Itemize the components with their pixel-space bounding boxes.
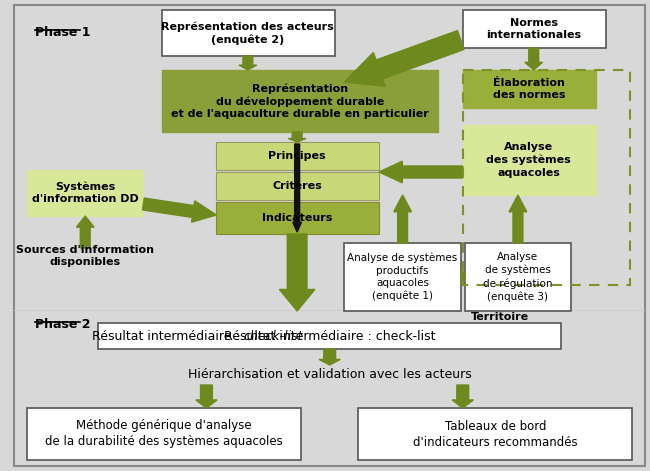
Polygon shape [509,195,527,243]
Polygon shape [288,132,306,142]
Text: Normes
internationales: Normes internationales [486,18,581,40]
FancyBboxPatch shape [463,70,596,108]
Text: Principes: Principes [268,151,326,161]
Polygon shape [142,198,216,222]
Polygon shape [319,349,341,365]
FancyBboxPatch shape [14,5,645,466]
Text: Indicateurs: Indicateurs [262,213,332,223]
Text: Résultat intermédiaire :: Résultat intermédiaire : [92,330,244,342]
Polygon shape [461,268,465,286]
FancyBboxPatch shape [27,170,144,216]
Text: Phase 2: Phase 2 [35,318,90,331]
Text: Sources d'information
disponibles: Sources d'information disponibles [16,245,154,267]
Text: Méthode générique d'analyse
de la durabilité des systèmes aquacoles: Méthode générique d'analyse de la durabi… [46,420,283,448]
FancyBboxPatch shape [162,10,335,56]
Text: check-list: check-list [244,330,304,342]
Polygon shape [344,31,464,86]
FancyBboxPatch shape [463,125,596,195]
FancyBboxPatch shape [216,202,379,234]
FancyBboxPatch shape [358,408,632,460]
Polygon shape [280,234,315,311]
Text: Critères: Critères [272,181,322,191]
Text: Tableaux de bord
d'indicateurs recommandés: Tableaux de bord d'indicateurs recommand… [413,420,578,448]
FancyBboxPatch shape [465,243,571,311]
FancyBboxPatch shape [463,10,606,48]
FancyBboxPatch shape [14,310,645,311]
FancyBboxPatch shape [162,70,438,132]
FancyBboxPatch shape [98,323,562,349]
Polygon shape [452,385,473,408]
FancyBboxPatch shape [99,324,560,348]
Text: Systèmes
d'information DD: Systèmes d'information DD [32,181,138,204]
Polygon shape [196,385,217,408]
Polygon shape [76,216,94,248]
Text: Analyse de systèmes
productifs
aquacoles
(enquête 1): Analyse de systèmes productifs aquacoles… [348,253,458,301]
Text: Représentation des acteurs
(enquête 2): Représentation des acteurs (enquête 2) [161,21,334,45]
Polygon shape [379,161,463,183]
Text: Phase 1: Phase 1 [35,26,90,39]
Polygon shape [292,144,302,232]
Text: Élaboration
des normes: Élaboration des normes [493,78,565,100]
Text: Territoire: Territoire [471,312,528,322]
Text: Analyse
de systèmes
de régulation
(enquête 3): Analyse de systèmes de régulation (enquê… [483,252,552,301]
Text: Résultat intermédiaire : check-list: Résultat intermédiaire : check-list [224,330,436,342]
Text: Hiérarchisation et validation avec les acteurs: Hiérarchisation et validation avec les a… [188,368,471,382]
FancyBboxPatch shape [344,243,461,311]
Polygon shape [239,56,257,70]
FancyBboxPatch shape [216,172,379,200]
Text: Analyse
des systèmes
aquacoles: Analyse des systèmes aquacoles [486,142,571,178]
Text: Représentation
du développement durable
et de l'aquaculture durable en particuli: Représentation du développement durable … [171,83,429,119]
Polygon shape [394,195,411,243]
Polygon shape [525,48,543,70]
FancyBboxPatch shape [27,408,301,460]
FancyBboxPatch shape [216,142,379,170]
